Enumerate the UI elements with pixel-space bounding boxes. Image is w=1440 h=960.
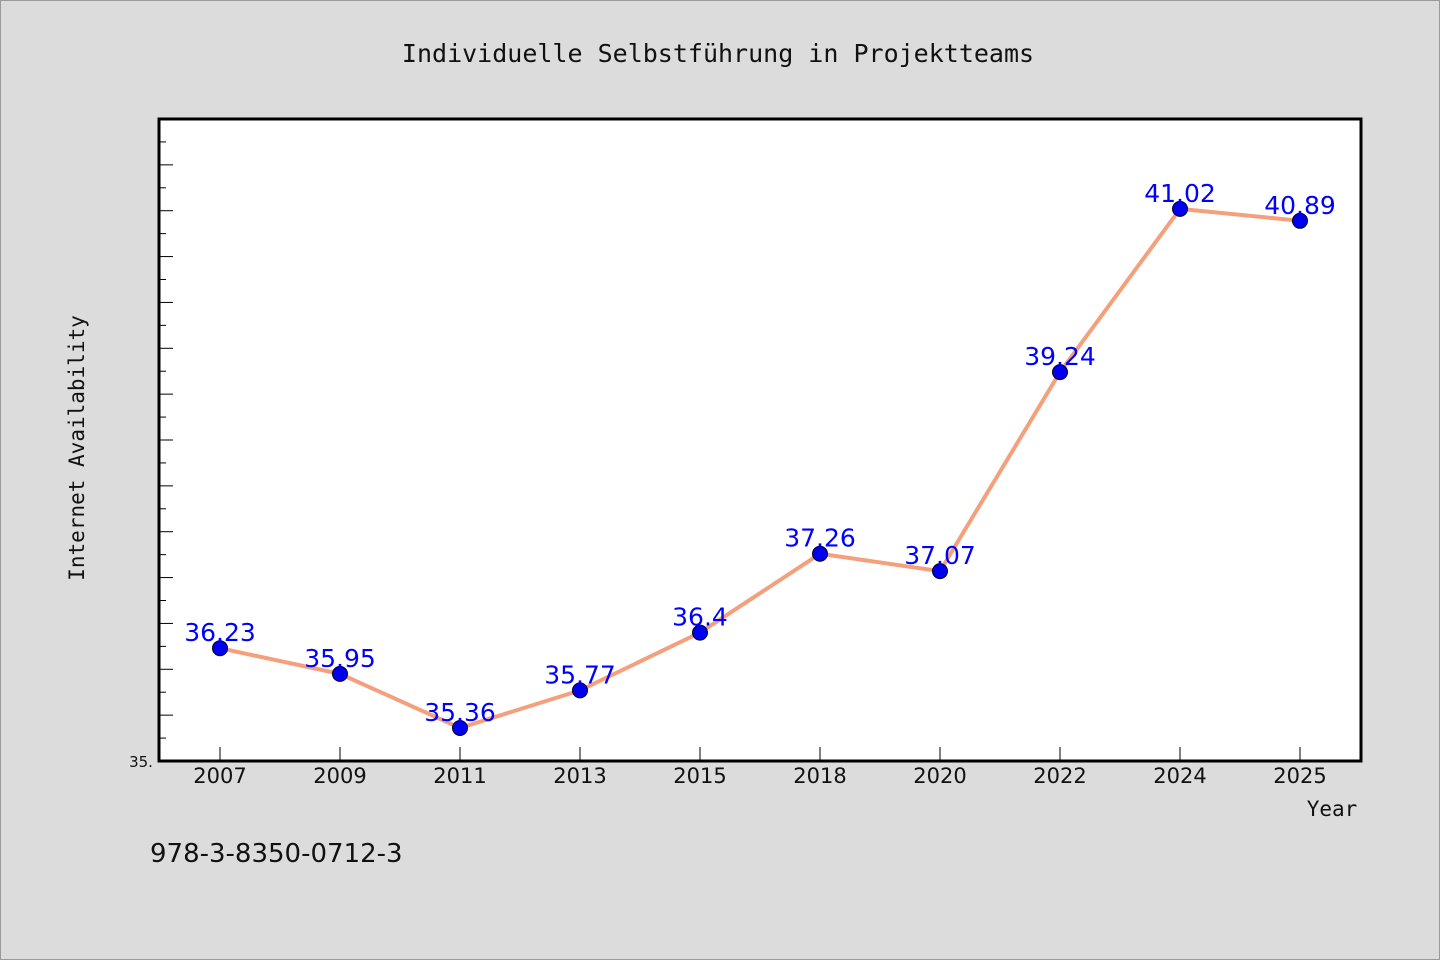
data-label: 37.07 xyxy=(904,541,976,570)
series-layer: 36.23 35.95 35.36 35.77 36.4 37.26 37.07 39.24 4… xyxy=(184,179,1336,736)
data-point xyxy=(1172,200,1188,217)
data-point xyxy=(812,545,828,562)
x-tick-label: 2025 xyxy=(1273,764,1326,788)
x-tick-label: 2007 xyxy=(193,764,246,788)
data-point xyxy=(332,665,348,682)
x-tick-label: 2018 xyxy=(793,764,846,788)
x-tick-labels: 2007 2009 2011 2013 2015 2018 2020 2022 2024 2025 xyxy=(193,764,1326,788)
data-label: 39.24 xyxy=(1024,342,1096,371)
data-label: 35.95 xyxy=(304,644,376,673)
data-label: 36.23 xyxy=(184,618,256,647)
data-point xyxy=(1292,212,1308,229)
series-line xyxy=(218,206,1302,730)
plot-area xyxy=(157,117,1363,763)
x-tick-label: 2015 xyxy=(673,764,726,788)
data-label: 35.77 xyxy=(544,660,616,689)
x-tick-label: 2022 xyxy=(1033,764,1086,788)
data-label: 41.02 xyxy=(1144,179,1216,208)
x-tick-label: 2024 xyxy=(1153,764,1206,788)
data-label: 35.36 xyxy=(424,698,496,727)
x-axis-ticks xyxy=(219,747,1301,761)
data-point xyxy=(932,563,948,580)
data-label: 40.89 xyxy=(1264,191,1336,220)
data-point xyxy=(452,719,468,736)
data-label: 37.26 xyxy=(784,524,856,553)
x-tick-label: 2011 xyxy=(433,764,486,788)
y-axis-ticks xyxy=(159,118,173,762)
y-axis-label: Internet Availability xyxy=(65,315,89,581)
chart-title: Individuelle Selbstführung in Projekttea… xyxy=(402,39,1034,68)
x-axis-label: Year xyxy=(1307,797,1358,821)
data-point xyxy=(1052,364,1068,381)
x-tick-label: 2020 xyxy=(913,764,966,788)
data-label: 36.4 xyxy=(672,603,728,632)
x-tick-label: 2013 xyxy=(553,764,606,788)
x-tick-label: 2009 xyxy=(313,764,366,788)
data-point xyxy=(572,682,588,699)
isbn-text: 978-3-8350-0712-3 xyxy=(150,839,403,869)
y-tick-label: 35. xyxy=(129,753,153,771)
data-point xyxy=(212,640,228,657)
data-point xyxy=(692,624,708,641)
